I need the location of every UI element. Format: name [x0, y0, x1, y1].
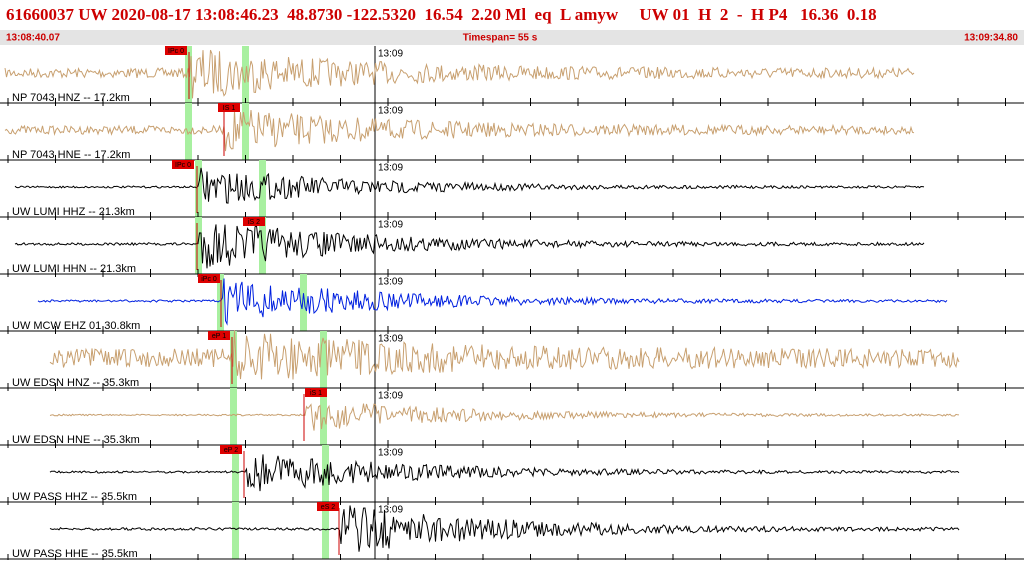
pick-label: eP 1	[212, 333, 226, 340]
station-label: NP 7043 HNE -- 17.2km	[12, 149, 130, 161]
pick-box	[165, 46, 187, 55]
time-mark: 13:09	[378, 220, 403, 231]
phase-band	[232, 502, 239, 559]
timebar-bg	[0, 30, 1024, 45]
time-mark: 13:09	[378, 505, 403, 516]
time-mark: 13:09	[378, 334, 403, 345]
pick-label: IPc 0	[168, 48, 184, 55]
pick-label: IS 1	[223, 105, 236, 112]
phase-band	[322, 502, 329, 559]
trace-row: 13:09 eP 1 UW EDSN HNZ -- 35.3km	[0, 330, 1024, 391]
trace-row: 13:09 IPc 0 UW LUMI HHZ -- 21.3km	[0, 160, 1024, 220]
waveform	[14, 167, 925, 204]
trace-row: 13:09 eS 2 UW PASS HHE -- 35.5km	[0, 502, 1024, 562]
station-label: UW MCW EHZ 01 30.8km	[12, 320, 140, 332]
pick-box	[172, 160, 194, 169]
waveform	[4, 109, 915, 152]
pick-box	[243, 217, 265, 226]
timespan: Timespan= 55 s	[463, 33, 538, 44]
station-label: UW PASS HHZ -- 35.5km	[12, 491, 137, 503]
trace-row: 13:09 IPc 0 NP 7043 HNZ -- 17.2km	[0, 46, 1024, 106]
station-label: NP 7043 HNZ -- 17.2km	[12, 92, 130, 104]
time-mark: 13:09	[378, 163, 403, 174]
station-label: UW LUMI HHN -- 21.3km	[12, 263, 136, 275]
phase-band	[300, 274, 307, 331]
phase-band	[232, 445, 239, 502]
pick-box	[220, 445, 242, 454]
waveform	[49, 505, 960, 552]
time-mark: 13:09	[378, 49, 403, 60]
waveform	[37, 278, 948, 326]
pick-box	[305, 388, 327, 397]
phase-band	[185, 103, 192, 160]
pick-box	[218, 103, 240, 112]
pick-label: eS 2	[321, 504, 336, 511]
station-label: UW PASS HHE -- 35.5km	[12, 548, 138, 560]
pick-box	[208, 331, 230, 340]
station-label: UW LUMI HHZ -- 21.3km	[12, 206, 135, 218]
time-mark: 13:09	[378, 448, 403, 459]
trace-row: 13:09 iS 2 UW LUMI HHN -- 21.3km	[0, 217, 1024, 277]
trace-list: 13:09 IPc 0 NP 7043 HNZ -- 17.2km 13:09 IS 1…	[0, 46, 1024, 562]
waveform	[49, 330, 960, 380]
pick-label: iS 1	[310, 390, 322, 397]
phase-band	[195, 217, 202, 274]
waveform	[49, 403, 960, 431]
pick-label: eP 2	[224, 447, 238, 454]
phase-band	[195, 160, 202, 217]
pick-label: iS 2	[248, 219, 260, 226]
time-mark: 13:09	[378, 391, 403, 402]
phase-band	[320, 388, 327, 445]
station-label: UW EDSN HNZ -- 35.3km	[12, 377, 139, 389]
phase-band	[259, 160, 266, 217]
end-time: 13:09:34.80	[964, 33, 1018, 44]
waveform	[4, 49, 915, 99]
start-time: 13:08:40.07	[6, 33, 60, 44]
waveform	[49, 454, 960, 492]
event-title: 61660037 UW 2020-08-17 13:08:46.23 48.87…	[6, 5, 877, 24]
trace-row: 13:09 iS 1 UW EDSN HNE -- 35.3km	[0, 388, 1024, 448]
pick-box	[317, 502, 339, 511]
pick-box	[198, 274, 220, 283]
station-label: UW EDSN HNE -- 35.3km	[12, 434, 140, 446]
time-mark: 13:09	[378, 277, 403, 288]
phase-band	[242, 103, 249, 160]
phase-band	[320, 331, 327, 388]
trace-row: 13:09 iPc 0 UW MCW EHZ 01 30.8km	[0, 274, 1024, 334]
time-mark: 13:09	[378, 106, 403, 117]
trace-row: 13:09 eP 2 UW PASS HHZ -- 35.5km	[0, 445, 1024, 505]
waveform	[14, 224, 925, 269]
pick-label: IPc 0	[175, 162, 191, 169]
pick-label: iPc 0	[201, 276, 217, 283]
trace-row: 13:09 IS 1 NP 7043 HNE -- 17.2km	[0, 103, 1024, 163]
phase-band	[230, 388, 237, 445]
